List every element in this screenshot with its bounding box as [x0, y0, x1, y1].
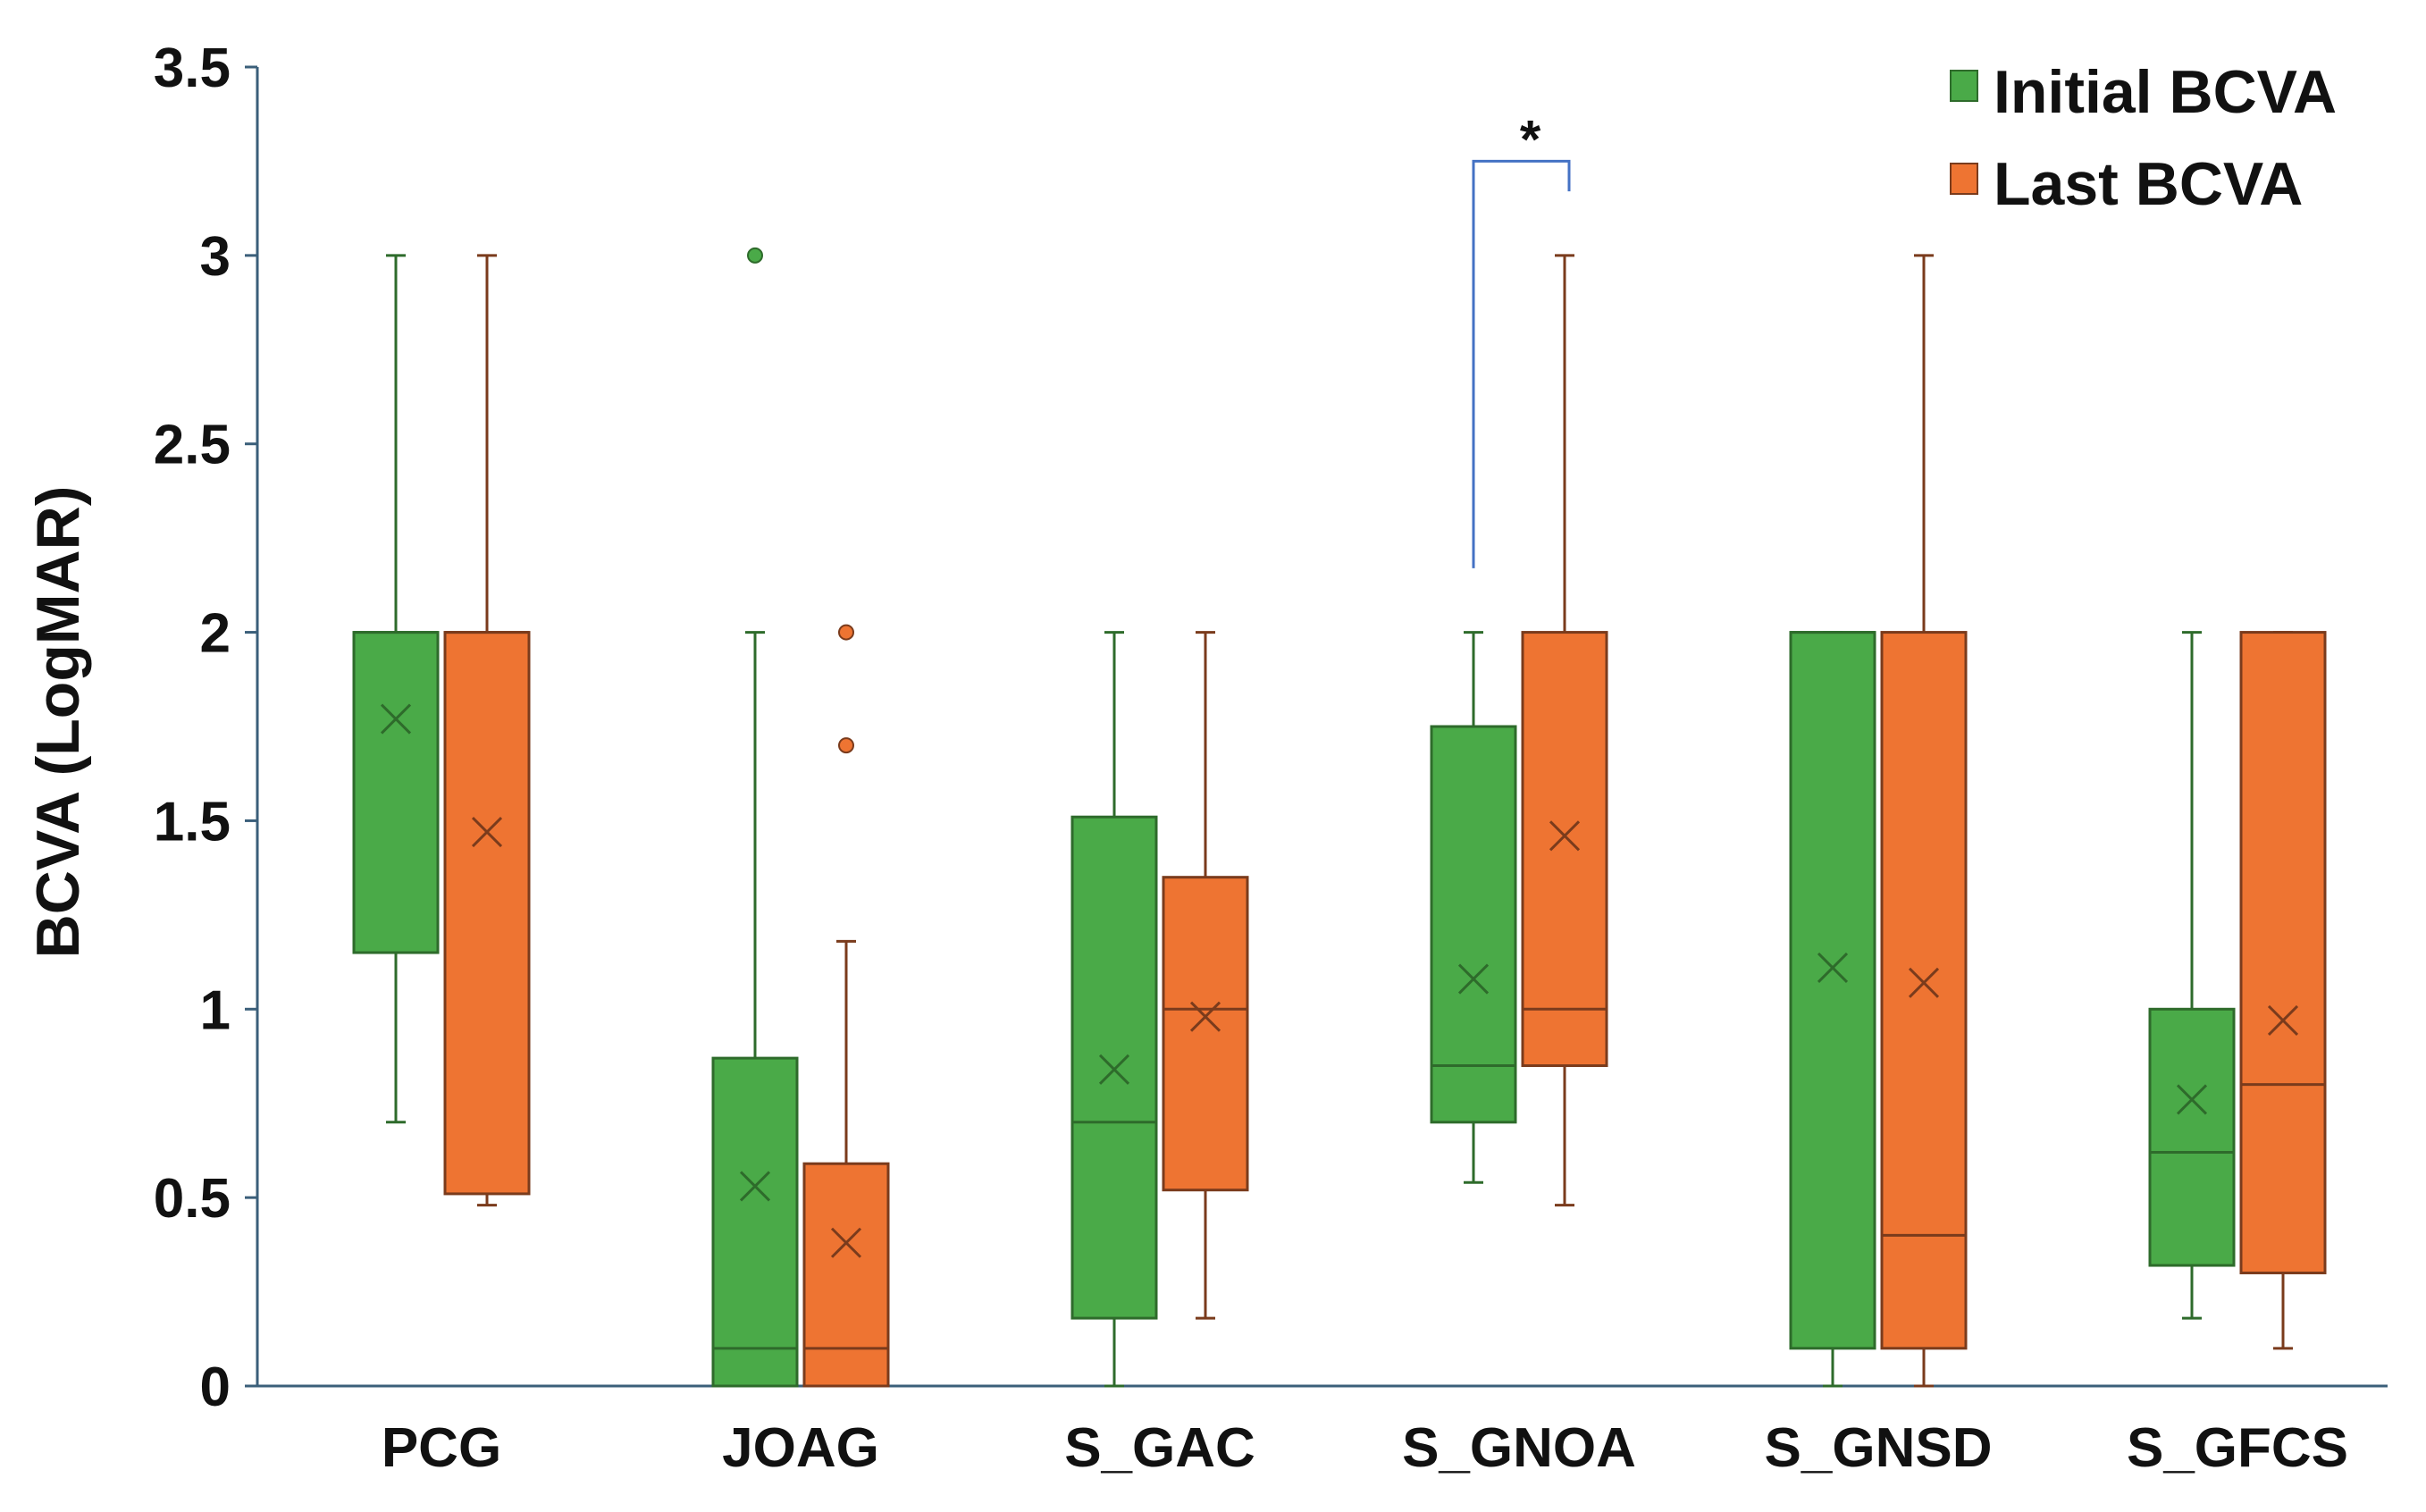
legend-label-last: Last BCVA — [1994, 150, 2303, 218]
box — [443, 631, 531, 1196]
box — [2239, 631, 2327, 1274]
x-tick-label: PCG — [382, 1417, 501, 1479]
significance-bracket — [1472, 159, 1571, 568]
mean-marker — [1457, 963, 1490, 995]
mean-marker — [380, 703, 412, 735]
y-tick-label: 0.5 — [154, 1168, 231, 1230]
mean-marker — [1098, 1054, 1130, 1085]
mean-marker — [1189, 1001, 1221, 1032]
legend: Initial BCVA Last BCVA — [1950, 58, 2337, 218]
legend-swatch-initial — [1950, 70, 1978, 102]
significance-label: * — [1520, 109, 1541, 169]
y-axis-title: BCVA (LogMAR) — [24, 486, 92, 959]
y-tick-label: 0 — [200, 1357, 231, 1418]
mean-marker — [1817, 952, 1849, 983]
x-tick-label: S_GAC — [1064, 1417, 1255, 1479]
mean-marker — [2176, 1084, 2208, 1115]
mean-marker — [1549, 820, 1581, 852]
outlier-point — [747, 247, 763, 264]
outlier-point — [838, 737, 854, 754]
x-tick-label: S_GNOA — [1402, 1417, 1636, 1479]
y-tick-label: 1.5 — [154, 791, 231, 853]
mean-marker — [1908, 967, 1940, 998]
box — [2148, 1007, 2236, 1267]
box — [711, 1056, 799, 1388]
x-tick-label: JOAG — [722, 1417, 879, 1479]
mean-marker — [471, 817, 503, 848]
box — [1789, 631, 1876, 1350]
outlier-point — [838, 624, 854, 641]
mean-marker — [830, 1227, 862, 1258]
y-tick-label: 3.5 — [154, 38, 231, 99]
y-tick-label: 3 — [200, 226, 231, 288]
y-tick-label: 2.5 — [154, 415, 231, 476]
box — [1162, 876, 1249, 1192]
x-tick-label: S_GFCS — [2127, 1417, 2348, 1479]
mean-marker — [2267, 1004, 2299, 1036]
box — [352, 631, 440, 954]
mean-marker — [739, 1171, 771, 1202]
legend-swatch-last — [1950, 163, 1978, 195]
x-tick-label: S_GNSD — [1765, 1417, 1993, 1479]
box — [1880, 631, 1968, 1350]
plot-layer: 0 0.5 1 1.5 2 2.5 3 3.5 PCG JOAG S_GAC S_GNOA S_GNSD… — [154, 38, 2388, 1479]
box — [1430, 725, 1517, 1124]
y-tick-label: 2 — [200, 603, 231, 665]
legend-label-initial: Initial BCVA — [1994, 58, 2337, 126]
box — [802, 1162, 890, 1388]
y-tick-label: 1 — [200, 979, 231, 1041]
box — [1521, 631, 1608, 1068]
